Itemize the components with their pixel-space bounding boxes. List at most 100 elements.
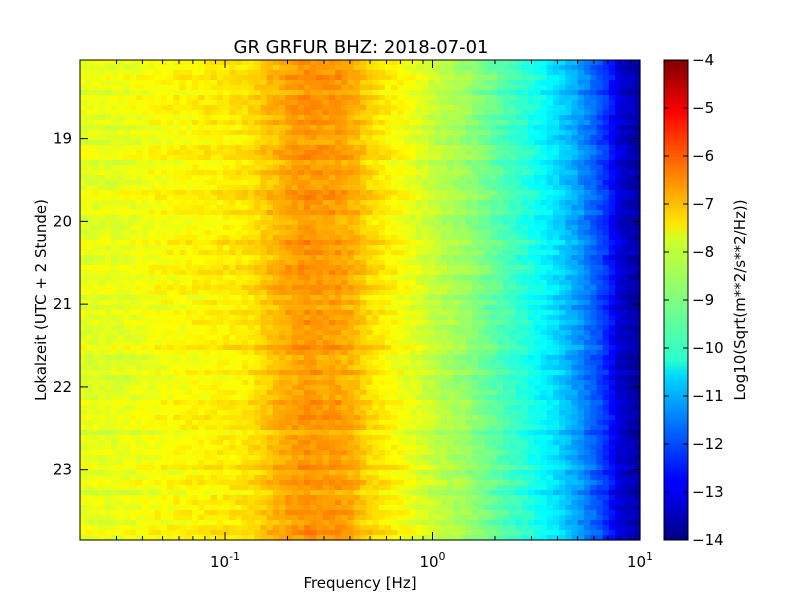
heatmap-cell xyxy=(459,225,467,231)
heatmap-cell xyxy=(403,135,411,141)
heatmap-cell xyxy=(528,105,535,111)
heatmap-cell xyxy=(590,155,598,161)
heatmap-cell xyxy=(167,80,174,86)
heatmap-cell xyxy=(266,255,274,261)
heatmap-cell xyxy=(154,285,162,291)
heatmap-cell xyxy=(210,160,218,166)
heatmap-cell xyxy=(353,170,361,176)
heatmap-cell xyxy=(503,280,510,286)
heatmap-cell xyxy=(310,190,318,196)
heatmap-cell xyxy=(478,255,486,261)
heatmap-cell xyxy=(291,215,299,221)
heatmap-cell xyxy=(98,110,106,116)
heatmap-cell xyxy=(160,170,168,176)
heatmap-cell xyxy=(559,240,566,246)
heatmap-cell xyxy=(123,145,131,151)
heatmap-cell xyxy=(111,185,118,191)
heatmap-cell xyxy=(416,225,423,231)
heatmap-cell xyxy=(372,280,380,286)
heatmap-cell xyxy=(235,120,243,126)
heatmap-cell xyxy=(98,265,106,271)
heatmap-cell xyxy=(453,295,461,301)
heatmap-cell xyxy=(366,215,374,221)
heatmap-cell xyxy=(328,150,336,156)
heatmap-cell xyxy=(254,310,262,316)
heatmap-cell xyxy=(366,125,374,131)
heatmap-cell xyxy=(241,175,249,181)
heatmap-cell xyxy=(322,230,330,236)
heatmap-cell xyxy=(478,95,486,101)
heatmap-cell xyxy=(615,235,622,241)
heatmap-cell xyxy=(104,335,112,341)
heatmap-cell xyxy=(503,120,510,126)
heatmap-cell xyxy=(453,205,461,211)
heatmap-cell xyxy=(167,180,174,186)
heatmap-cell xyxy=(291,160,299,166)
heatmap-cell xyxy=(104,310,112,316)
heatmap-cell xyxy=(328,215,336,221)
heatmap-cell xyxy=(472,110,479,116)
heatmap-cell xyxy=(216,175,224,181)
heatmap-cell xyxy=(173,195,181,201)
heatmap-cell xyxy=(154,315,162,321)
heatmap-cell xyxy=(608,195,616,201)
heatmap-cell xyxy=(565,200,573,206)
heatmap-cell xyxy=(590,235,598,241)
heatmap-cell xyxy=(534,235,542,241)
heatmap-cell xyxy=(521,235,529,241)
heatmap-cell xyxy=(391,285,398,291)
heatmap-cell xyxy=(459,200,467,206)
heatmap-cell xyxy=(584,90,591,96)
heatmap-cell xyxy=(490,140,498,146)
heatmap-cell xyxy=(117,115,125,121)
heatmap-cell xyxy=(596,210,604,216)
heatmap-cell xyxy=(397,205,405,211)
heatmap-cell xyxy=(260,145,268,151)
heatmap-cell xyxy=(546,230,554,236)
heatmap-cell xyxy=(571,180,579,186)
heatmap-cell xyxy=(453,100,461,106)
heatmap-cell xyxy=(185,230,193,236)
heatmap-cell xyxy=(192,310,199,316)
heatmap-cell xyxy=(534,315,542,321)
heatmap-cell xyxy=(440,165,448,171)
heatmap-cell xyxy=(503,80,510,86)
heatmap-cell xyxy=(521,80,529,86)
heatmap-cell xyxy=(559,65,566,71)
heatmap-cell xyxy=(372,300,380,306)
heatmap-cell xyxy=(590,180,598,186)
heatmap-cell xyxy=(123,235,131,241)
heatmap-cell xyxy=(465,115,473,121)
heatmap-cell xyxy=(316,115,324,121)
heatmap-cell xyxy=(241,240,249,246)
heatmap-cell xyxy=(608,120,616,126)
heatmap-cell xyxy=(223,250,230,256)
heatmap-cell xyxy=(453,190,461,196)
heatmap-cell xyxy=(546,90,554,96)
heatmap-cell xyxy=(310,130,318,136)
heatmap-cell xyxy=(260,250,268,256)
heatmap-cell xyxy=(142,240,150,246)
heatmap-cell xyxy=(353,210,361,216)
heatmap-cell xyxy=(272,295,280,301)
heatmap-cell xyxy=(372,275,380,281)
heatmap-cell xyxy=(291,310,299,316)
heatmap-cell xyxy=(167,265,174,271)
heatmap-cell xyxy=(254,115,262,121)
heatmap-cell xyxy=(223,155,230,161)
heatmap-cell xyxy=(384,200,392,206)
heatmap-cell xyxy=(310,320,318,326)
heatmap-cell xyxy=(173,285,181,291)
heatmap-cell xyxy=(111,235,118,241)
heatmap-cell xyxy=(584,260,591,266)
heatmap-cell xyxy=(117,60,125,66)
heatmap-cell xyxy=(559,170,566,176)
heatmap-cell xyxy=(496,285,504,291)
heatmap-cell xyxy=(291,230,299,236)
heatmap-cell xyxy=(447,305,454,311)
heatmap-cell xyxy=(490,175,498,181)
heatmap-cell xyxy=(241,215,249,221)
heatmap-cell xyxy=(590,105,598,111)
heatmap-cell xyxy=(565,110,573,116)
heatmap-cell xyxy=(546,185,554,191)
